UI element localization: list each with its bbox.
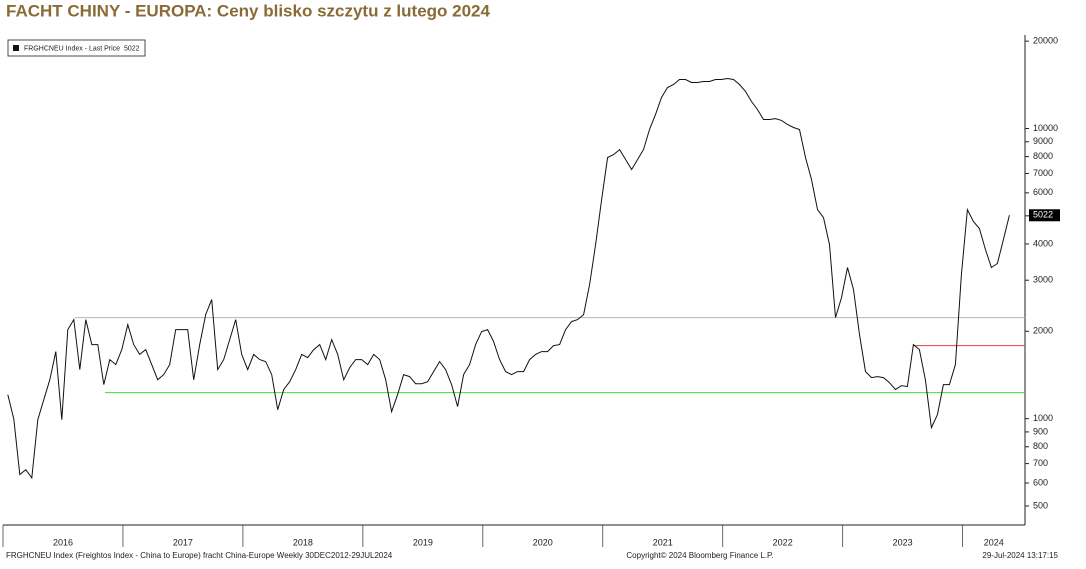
y-tick-label: 2000 (1033, 326, 1053, 336)
chart-title: FACHT CHINY - EUROPA: Ceny blisko szczyt… (6, 1, 491, 20)
last-price-tag (1029, 209, 1060, 222)
legend-label: FRGHCNEU Index - Last Price (24, 45, 120, 52)
x-tick-label: 2022 (773, 537, 793, 547)
x-tick-label: 2019 (413, 537, 433, 547)
x-tick-label: 2023 (893, 537, 913, 547)
y-tick-label: 600 (1033, 477, 1048, 487)
y-tick-label: 6000 (1033, 187, 1053, 197)
legend-value: 5022 (124, 45, 140, 52)
source-note: FRGHCNEU Index (Freightos Index - China … (6, 551, 393, 560)
x-tick-label: 2021 (653, 537, 673, 547)
x-tick-label: 2020 (533, 537, 553, 547)
y-tick-label: 10000 (1033, 123, 1058, 133)
legend-swatch (13, 45, 19, 51)
y-tick-label: 500 (1033, 500, 1048, 510)
y-tick-label: 20000 (1033, 36, 1058, 46)
y-tick-label: 9000 (1033, 136, 1053, 146)
last-price-label: 5022 (1033, 210, 1053, 220)
y-tick-label: 4000 (1033, 238, 1053, 248)
y-tick-label: 700 (1033, 458, 1048, 468)
y-tick-label: 3000 (1033, 275, 1053, 285)
y-tick-label: 900 (1033, 426, 1048, 436)
x-tick-label: 2017 (173, 537, 193, 547)
y-tick-label: 800 (1033, 441, 1048, 451)
y-tick-label: 7000 (1033, 168, 1053, 178)
y-tick-label: 8000 (1033, 151, 1053, 161)
y-tick-label: 1000 (1033, 413, 1053, 423)
price-line (7, 77, 1010, 480)
timestamp: 29-Jul-2024 13:17:15 (982, 551, 1058, 560)
copyright: Copyright© 2024 Bloomberg Finance L.P. (626, 551, 773, 560)
x-tick-label: 2016 (53, 537, 73, 547)
x-tick-label: 2018 (293, 537, 313, 547)
x-tick-label: 2024 (984, 537, 1004, 547)
legend-box (7, 39, 146, 57)
